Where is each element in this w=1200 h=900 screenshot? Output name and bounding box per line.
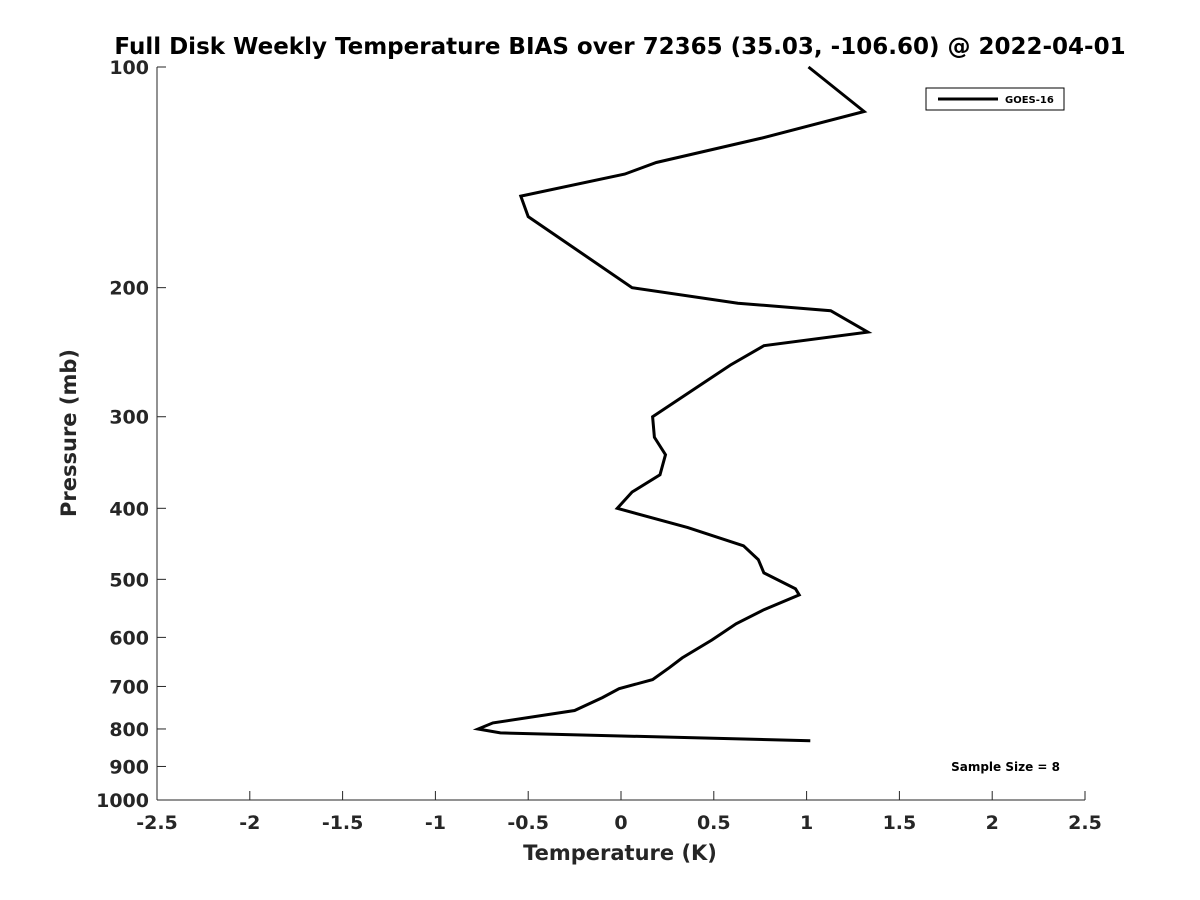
y-axis-label: Pressure (mb) [57,349,81,517]
legend: GOES-16 [925,87,1065,111]
x-tick-label: 1 [800,812,813,834]
y-tick-label: 400 [109,498,149,520]
x-axis-label: Temperature (K) [523,841,717,865]
y-tick-label: 900 [109,756,149,778]
x-tick-label: 2.5 [1068,812,1102,834]
series-layer [472,65,873,743]
x-tick-label: -1.5 [322,812,364,834]
series-line-goes-16 [472,65,873,743]
x-tick-label: 0.5 [697,812,731,834]
sample-size-annotation: Sample Size = 8 [951,760,1060,774]
y-tick-label: 800 [109,719,149,741]
chart-title: Full Disk Weekly Temperature BIAS over 7… [114,34,1125,60]
axes: -2.5 -2 -1.5 -1 -0.5 0 0.5 1 1.5 2 2.5 100 200 300 400… [96,57,1102,834]
x-tick-label: 2 [986,812,999,834]
x-tick-label: -0.5 [507,812,549,834]
legend-label-goes-16: GOES-16 [1005,95,1054,106]
x-tick-label: -2.5 [136,812,178,834]
y-tick-label: 500 [109,569,149,591]
y-tick-label: 100 [109,57,149,79]
x-tick-label: -1 [425,812,446,834]
y-tick-label: 200 [109,278,149,300]
x-tick-label: 0 [614,812,627,834]
y-tick-label: 700 [109,676,149,698]
x-tick-label: -2 [239,812,260,834]
x-tick-label: 1.5 [883,812,917,834]
y-tick-label: 1000 [96,790,149,812]
y-tick-label: 600 [109,627,149,649]
y-tick-label: 300 [109,407,149,429]
